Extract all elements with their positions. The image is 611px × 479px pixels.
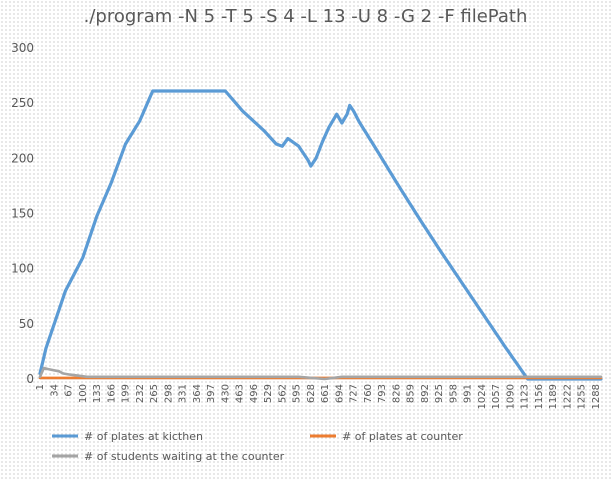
x-tick-label: 1090 (505, 384, 516, 409)
x-tick-label: 694 (334, 384, 345, 403)
x-tick-label: 430 (220, 384, 231, 403)
x-tick-label: 1 (35, 384, 46, 390)
x-tick-label: 562 (277, 384, 288, 403)
x-tick-label: 595 (292, 384, 303, 403)
x-tick-label: 298 (163, 384, 174, 403)
x-tick-label: 925 (434, 384, 445, 403)
x-tick-label: 232 (135, 384, 146, 403)
x-tick-label: 397 (206, 384, 217, 403)
x-tick-label: 166 (106, 384, 117, 403)
x-tick-label: 793 (377, 384, 388, 403)
x-tick-label: 958 (448, 384, 459, 403)
x-tick-label: 991 (463, 384, 474, 403)
x-tick-label: 1189 (548, 384, 559, 409)
x-tick-label: 1057 (491, 384, 502, 409)
x-tick-label: 1024 (477, 384, 488, 409)
x-tick-label: 628 (306, 384, 317, 403)
x-tick-label: 34 (49, 384, 60, 397)
legend-label-3: # of students waiting at the counter (84, 450, 285, 463)
series-line-1 (38, 89, 603, 381)
chart-title: ./program -N 5 -T 5 -S 4 -L 13 -U 8 -G 2… (83, 6, 528, 27)
x-tick-label: 364 (192, 384, 203, 403)
x-tick-label: 265 (149, 384, 160, 403)
y-tick-label: 300 (11, 41, 34, 55)
x-tick-label: 661 (320, 384, 331, 403)
y-tick-label: 0 (26, 372, 34, 386)
y-tick-label: 250 (11, 96, 34, 110)
x-tick-label: 826 (391, 384, 402, 403)
y-tick-label: 50 (19, 317, 34, 331)
series-line-3 (38, 366, 603, 381)
x-tick-label: 463 (235, 384, 246, 403)
x-tick-label: 1222 (562, 384, 573, 409)
x-tick-label: 1123 (520, 384, 531, 409)
x-tick-label: 199 (121, 384, 132, 403)
x-tick-label: 331 (178, 384, 189, 403)
y-tick-label: 150 (11, 207, 34, 221)
x-tick-label: 1255 (577, 384, 588, 409)
x-tick-label: 1288 (591, 384, 602, 409)
x-tick-label: 760 (363, 384, 374, 403)
x-tick-label: 892 (420, 384, 431, 403)
legend-label-1: # of plates at kicthen (84, 430, 203, 443)
x-tick-label: 727 (349, 384, 360, 403)
x-tick-label: 100 (78, 384, 89, 403)
y-tick-label: 200 (11, 151, 34, 165)
x-tick-label: 496 (249, 384, 260, 403)
x-tick-label: 133 (92, 384, 103, 403)
x-tick-label: 1156 (534, 384, 545, 409)
y-tick-label: 100 (11, 262, 34, 276)
x-tick-label: 859 (406, 384, 417, 403)
x-tick-label: 529 (263, 384, 274, 403)
legend-label-2: # of plates at counter (342, 430, 463, 443)
x-tick-label: 67 (64, 384, 75, 397)
